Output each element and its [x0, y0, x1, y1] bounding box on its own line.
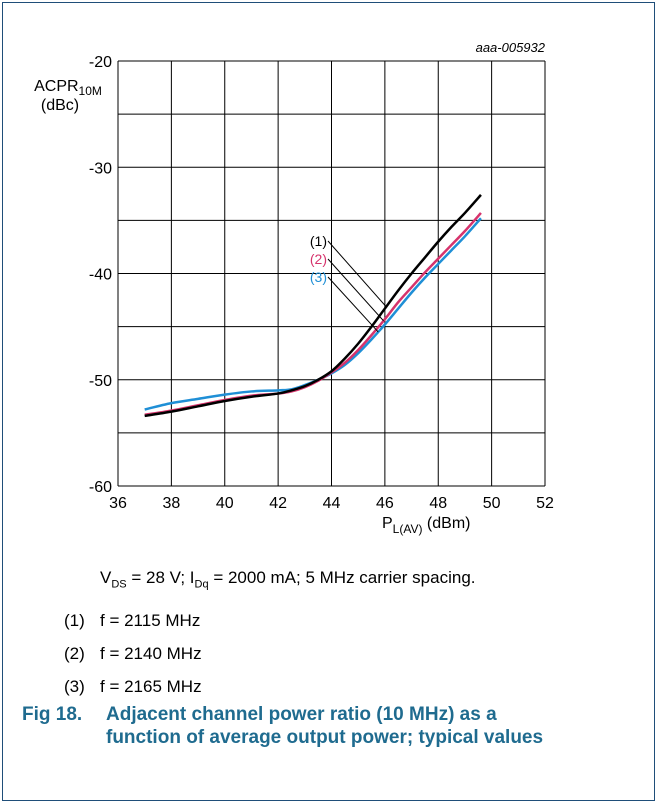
y-axis-label: ACPR10M — [34, 78, 102, 98]
y-tick-label: -40 — [89, 267, 112, 284]
y-tick-label: -20 — [89, 54, 112, 71]
legend-item: (3) f = 2165 MHz — [64, 677, 202, 696]
series-curves — [144, 194, 482, 418]
x-axis-label: PL(AV) (dBm) — [382, 515, 470, 536]
curve-label: (1) — [310, 233, 327, 249]
x-tick-label: 40 — [216, 495, 234, 512]
grid — [117, 60, 546, 487]
series-line-3 — [144, 217, 482, 411]
leader-line — [327, 240, 387, 308]
figure-number: Fig 18. — [22, 704, 83, 725]
x-tick-label: 52 — [536, 495, 554, 512]
legend-item: (1) f = 2115 MHz — [64, 611, 201, 630]
legend-item: (2) f = 2140 MHz — [64, 644, 202, 663]
acpr-chart: 36 38 40 42 44 46 48 50 52 -20 -30 -40 -50 -60 (1) (2)… — [34, 40, 554, 536]
curve-label: (2) — [310, 251, 327, 267]
x-tick-label: 48 — [429, 495, 447, 512]
curve-label: (3) — [310, 269, 327, 285]
caption-text: Adjacent channel power ratio (10 MHz) as… — [106, 704, 544, 748]
tick-labels: 36 38 40 42 44 46 48 50 52 -20 -30 -40 -50 -60 — [89, 54, 554, 512]
x-tick-label: 44 — [323, 495, 341, 512]
test-conditions: VDS = 28 V; IDq = 2000 mA; 5 MHz carrier… — [100, 568, 476, 591]
y-axis-unit: (dBc) — [41, 97, 79, 114]
figure-ref: aaa-005932 — [476, 40, 546, 55]
x-tick-label: 36 — [109, 495, 127, 512]
x-tick-label: 42 — [269, 495, 287, 512]
y-tick-label: -60 — [89, 479, 112, 496]
y-tick-label: -30 — [89, 160, 112, 177]
series-line-1 — [144, 194, 482, 418]
leader-line — [327, 258, 384, 322]
x-tick-label: 46 — [376, 495, 394, 512]
x-tick-label: 50 — [483, 495, 501, 512]
curve-annotations: (1) (2) (3) — [310, 233, 387, 333]
leader-line — [327, 276, 379, 333]
figure-caption: Fig 18. Adjacent channel power ratio (10 … — [22, 703, 576, 749]
y-tick-label: -50 — [89, 373, 112, 390]
x-tick-label: 38 — [162, 495, 180, 512]
